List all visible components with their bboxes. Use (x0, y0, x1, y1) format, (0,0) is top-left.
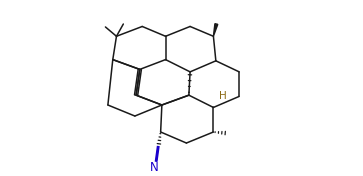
Text: N: N (150, 161, 159, 174)
Text: H: H (219, 91, 227, 101)
Polygon shape (213, 24, 218, 36)
